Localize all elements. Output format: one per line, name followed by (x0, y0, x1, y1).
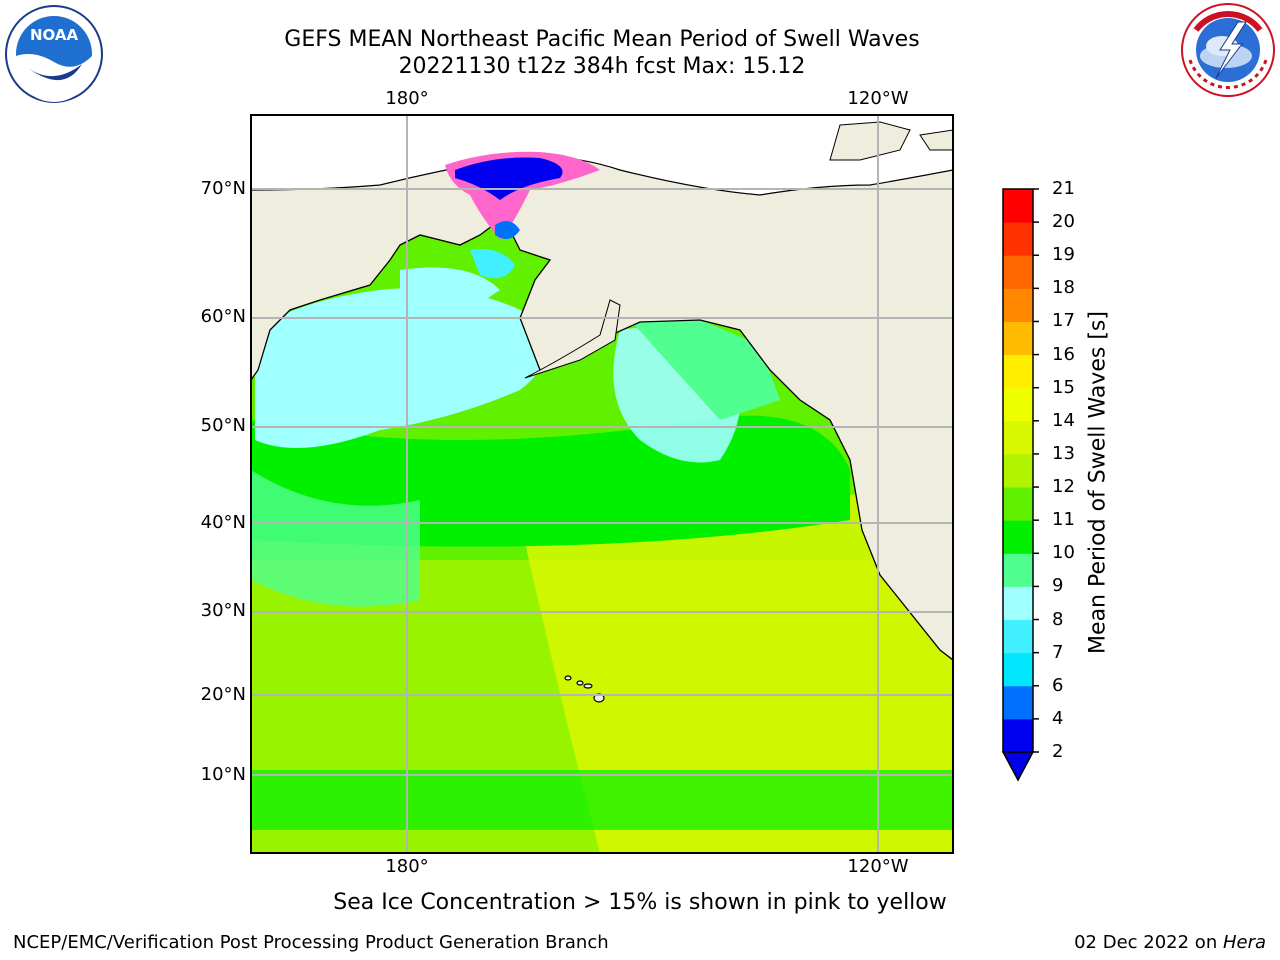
colorbar-tick-label: 11 (1052, 509, 1075, 531)
lon-label-top-180: 180° (385, 88, 429, 109)
lon-label-bottom-120w: 120°W (847, 856, 909, 877)
colorbar-tick-label: 17 (1052, 310, 1075, 332)
colorbar-tick-label: 16 (1052, 343, 1075, 365)
lat-label-50n: 50°N (200, 415, 246, 436)
colorbar-tick-label: 12 (1052, 476, 1075, 498)
colorbar-label: Mean Period of Swell Waves [s] (1085, 311, 1111, 654)
lat-label-70n: 70°N (200, 178, 246, 199)
colorbar-segment (1003, 354, 1033, 389)
colorbar-segment (1003, 586, 1033, 621)
colorbar-tick-label: 4 (1052, 707, 1064, 729)
noaa-logo-text: NOAA (30, 26, 79, 44)
colorbar-tick-label: 13 (1052, 442, 1075, 464)
nws-logo (1181, 3, 1275, 97)
footer-credit: NCEP/EMC/Verification Post Processing Pr… (13, 932, 609, 953)
lat-label-10n: 10°N (200, 764, 246, 785)
footer-date: 02 Dec 2022 on Hera (1074, 932, 1266, 953)
footer-date-text: 02 Dec 2022 on (1074, 932, 1223, 953)
colorbar-extend-arrow (1001, 751, 1035, 782)
colorbar-tick-label: 15 (1052, 376, 1075, 398)
sea-ice-note: Sea Ice Concentration > 15% is shown in … (333, 890, 947, 915)
lon-label-bottom-180: 180° (385, 856, 429, 877)
noaa-logo: NOAA (5, 5, 103, 103)
lat-label-20n: 20°N (200, 684, 246, 705)
lat-label-60n: 60°N (200, 306, 246, 327)
lat-label-30n: 30°N (200, 600, 246, 621)
colorbar-segment (1003, 520, 1033, 554)
map-title: GEFS MEAN Northeast Pacific Mean Period … (284, 27, 920, 52)
colorbar-segment (1003, 553, 1033, 587)
lon-label-top-120w: 120°W (847, 88, 909, 109)
colorbar-segment (1003, 189, 1033, 223)
colorbar-tick-label: 20 (1052, 211, 1075, 233)
lat-label-40n: 40°N (200, 512, 246, 533)
footer-host: Hera (1222, 932, 1266, 953)
colorbar-tick-label: 21 (1052, 178, 1075, 199)
colorbar-tick-label: 7 (1052, 641, 1064, 663)
colorbar-segment (1003, 321, 1033, 356)
colorbar-segment (1003, 685, 1033, 720)
colorbar-segment (1003, 453, 1033, 488)
colorbar-segment (1003, 255, 1033, 289)
colorbar-segment (1003, 420, 1033, 455)
colorbar-tick-label: 9 (1052, 575, 1064, 597)
map-subtitle: 20221130 t12z 384h fcst Max: 15.12 (398, 54, 806, 79)
colorbar-tick-label: 10 (1052, 542, 1075, 564)
colorbar-tick-label: 18 (1052, 277, 1075, 299)
colorbar-tick-label: 6 (1052, 674, 1064, 696)
colorbar-segment (1003, 387, 1033, 422)
colorbar-segment (1003, 487, 1033, 521)
colorbar-segment (1003, 288, 1033, 322)
colorbar-segment (1003, 718, 1033, 753)
colorbar-tick-label: 8 (1052, 608, 1064, 630)
colorbar-segment (1003, 619, 1033, 654)
colorbar-tick-label: 2 (1052, 741, 1064, 762)
colorbar-segment (1003, 652, 1033, 687)
colorbar-tick-label: 19 (1052, 244, 1075, 266)
colorbar-segment (1003, 222, 1033, 256)
colorbar-tick-label: 14 (1052, 409, 1075, 431)
